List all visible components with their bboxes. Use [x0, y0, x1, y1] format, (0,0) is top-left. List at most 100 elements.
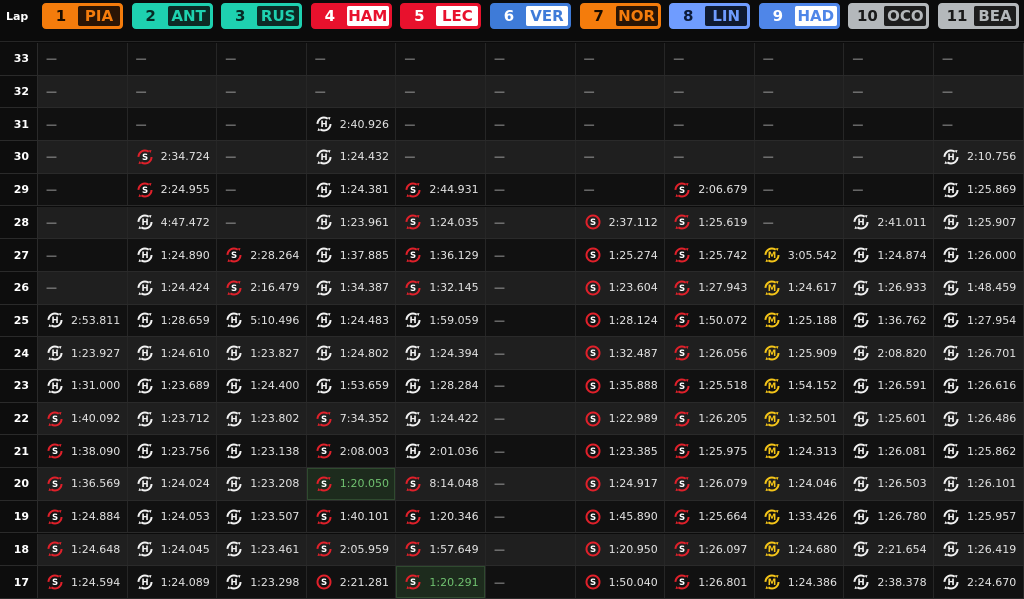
lap-cell[interactable]: S 1:28.124 [576, 304, 666, 337]
driver-badge-lec[interactable]: 5 LEC [400, 3, 482, 29]
lap-cell[interactable]: H 1:26.486 [934, 402, 1024, 435]
lap-cell[interactable]: H 1:36.762 [844, 304, 934, 337]
lap-cell[interactable]: H 1:24.400 [217, 370, 307, 402]
lap-cell[interactable]: S 1:26.097 [665, 533, 755, 566]
lap-cell[interactable]: H 1:26.933 [844, 271, 934, 304]
lap-cell[interactable]: H 1:23.208 [217, 468, 307, 500]
lap-cell[interactable]: S 2:06.679 [665, 173, 755, 206]
lap-cell[interactable]: H 2:21.654 [844, 533, 934, 566]
lap-cell[interactable]: M 1:24.046 [755, 468, 845, 500]
driver-badge-ham[interactable]: 4 HAM [310, 3, 392, 29]
lap-cell[interactable]: H 1:24.381 [307, 173, 397, 206]
lap-cell[interactable]: H 1:37.885 [307, 239, 397, 271]
lap-cell[interactable]: H 1:24.610 [128, 337, 218, 369]
lap-cell[interactable]: H 2:41.011 [844, 206, 934, 239]
lap-cell[interactable]: H 1:23.138 [217, 435, 307, 468]
lap-cell[interactable]: H 1:26.000 [934, 239, 1024, 271]
lap-cell[interactable]: H 2:40.926 [307, 108, 397, 141]
lap-cell[interactable]: M 3:05.542 [755, 239, 845, 271]
lap-cell[interactable]: H 1:24.890 [128, 239, 218, 271]
lap-cell[interactable]: H 1:26.701 [934, 337, 1024, 369]
lap-cell[interactable]: S 1:22.989 [576, 402, 666, 435]
lap-cell[interactable]: H 1:23.927 [38, 337, 128, 369]
lap-cell[interactable]: S 2:08.003 [307, 435, 397, 468]
lap-cell[interactable]: S 1:26.079 [665, 468, 755, 500]
lap-cell[interactable]: H 1:27.954 [934, 304, 1024, 337]
lap-cell[interactable]: S 1:25.975 [665, 435, 755, 468]
lap-cell[interactable]: S 8:14.048 [396, 468, 486, 500]
driver-badge-had[interactable]: 9 HAD [758, 3, 840, 29]
lap-cell[interactable]: H 1:24.053 [128, 500, 218, 533]
lap-cell[interactable]: S 1:40.101 [307, 500, 397, 533]
lap-cell[interactable]: S 1:26.056 [665, 337, 755, 369]
lap-cell[interactable]: S 1:57.649 [396, 533, 486, 566]
lap-cell[interactable]: S 1:20.950 [576, 533, 666, 566]
lap-cell[interactable]: S 1:26.801 [665, 566, 755, 598]
lap-cell[interactable]: S 2:44.931 [396, 173, 486, 206]
lap-cell[interactable]: H 1:25.957 [934, 500, 1024, 533]
lap-cell[interactable]: S 1:38.090 [38, 435, 128, 468]
lap-cell[interactable]: S 2:24.955 [128, 173, 218, 206]
lap-cell[interactable]: H 1:26.616 [934, 370, 1024, 402]
lap-cell[interactable]: H 1:24.024 [128, 468, 218, 500]
lap-cell[interactable]: S 1:36.129 [396, 239, 486, 271]
lap-cell[interactable]: H 1:26.503 [844, 468, 934, 500]
lap-cell[interactable]: H 1:24.802 [307, 337, 397, 369]
lap-cell[interactable]: S 1:35.888 [576, 370, 666, 402]
lap-cell[interactable]: H 1:23.712 [128, 402, 218, 435]
lap-cell[interactable]: M 1:32.501 [755, 402, 845, 435]
lap-cell[interactable]: H 1:31.000 [38, 370, 128, 402]
lap-cell[interactable]: S 1:24.917 [576, 468, 666, 500]
lap-cell[interactable]: H 2:38.378 [844, 566, 934, 598]
lap-cell[interactable]: S 2:16.479 [217, 271, 307, 304]
lap-cell[interactable]: S 1:24.594 [38, 566, 128, 598]
lap-cell[interactable]: S 1:23.385 [576, 435, 666, 468]
lap-cell[interactable]: H 1:26.419 [934, 533, 1024, 566]
lap-cell[interactable]: H 1:24.045 [128, 533, 218, 566]
lap-cell[interactable]: S 2:34.724 [128, 141, 218, 173]
lap-cell[interactable]: S 1:25.518 [665, 370, 755, 402]
lap-cell[interactable]: M 1:24.680 [755, 533, 845, 566]
lap-cell[interactable]: S 1:24.035 [396, 206, 486, 239]
lap-cell[interactable]: S 1:25.742 [665, 239, 755, 271]
lap-cell[interactable]: H 2:53.811 [38, 304, 128, 337]
lap-cell[interactable]: S 2:28.264 [217, 239, 307, 271]
lap-cell[interactable]: S 1:23.604 [576, 271, 666, 304]
lap-cell[interactable]: H 1:23.802 [217, 402, 307, 435]
lap-cell[interactable]: H 1:24.874 [844, 239, 934, 271]
lap-cell[interactable]: H 1:48.459 [934, 271, 1024, 304]
lap-cell[interactable]: S 1:25.664 [665, 500, 755, 533]
lap-cell[interactable]: S 7:34.352 [307, 402, 397, 435]
driver-badge-lin[interactable]: 8 LIN [669, 3, 751, 29]
lap-cell[interactable]: H 1:26.591 [844, 370, 934, 402]
lap-cell[interactable]: M 1:25.909 [755, 337, 845, 369]
lap-cell[interactable]: M 1:24.386 [755, 566, 845, 598]
lap-cell[interactable]: H 1:24.424 [128, 271, 218, 304]
lap-cell[interactable]: H 1:34.387 [307, 271, 397, 304]
lap-cell[interactable]: S 1:36.569 [38, 468, 128, 500]
lap-cell[interactable]: S 1:20.291 [396, 566, 486, 598]
lap-cell[interactable]: H 5:10.496 [217, 304, 307, 337]
lap-cell[interactable]: S 2:21.281 [307, 566, 397, 598]
lap-cell[interactable]: H 1:24.422 [396, 402, 486, 435]
lap-cell[interactable]: H 1:25.907 [934, 206, 1024, 239]
lap-cell[interactable]: M 1:54.152 [755, 370, 845, 402]
lap-cell[interactable]: H 1:26.780 [844, 500, 934, 533]
lap-cell[interactable]: S 2:05.959 [307, 533, 397, 566]
lap-cell[interactable]: H 2:24.670 [934, 566, 1024, 598]
lap-cell[interactable]: H 1:25.601 [844, 402, 934, 435]
lap-cell[interactable]: H 2:08.820 [844, 337, 934, 369]
driver-badge-ant[interactable]: 2 ANT [131, 3, 213, 29]
lap-cell[interactable]: H 1:23.827 [217, 337, 307, 369]
lap-cell[interactable]: H 1:24.394 [396, 337, 486, 369]
lap-cell[interactable]: S 1:24.884 [38, 500, 128, 533]
lap-cell[interactable]: H 2:01.036 [396, 435, 486, 468]
lap-cell[interactable]: M 1:24.617 [755, 271, 845, 304]
lap-cell[interactable]: S 1:25.274 [576, 239, 666, 271]
lap-cell[interactable]: S 1:40.092 [38, 402, 128, 435]
lap-cell[interactable]: H 1:28.659 [128, 304, 218, 337]
lap-cell[interactable]: S 1:25.619 [665, 206, 755, 239]
lap-cell[interactable]: H 1:24.089 [128, 566, 218, 598]
lap-cell[interactable]: H 1:59.059 [396, 304, 486, 337]
lap-cell[interactable]: H 1:24.483 [307, 304, 397, 337]
